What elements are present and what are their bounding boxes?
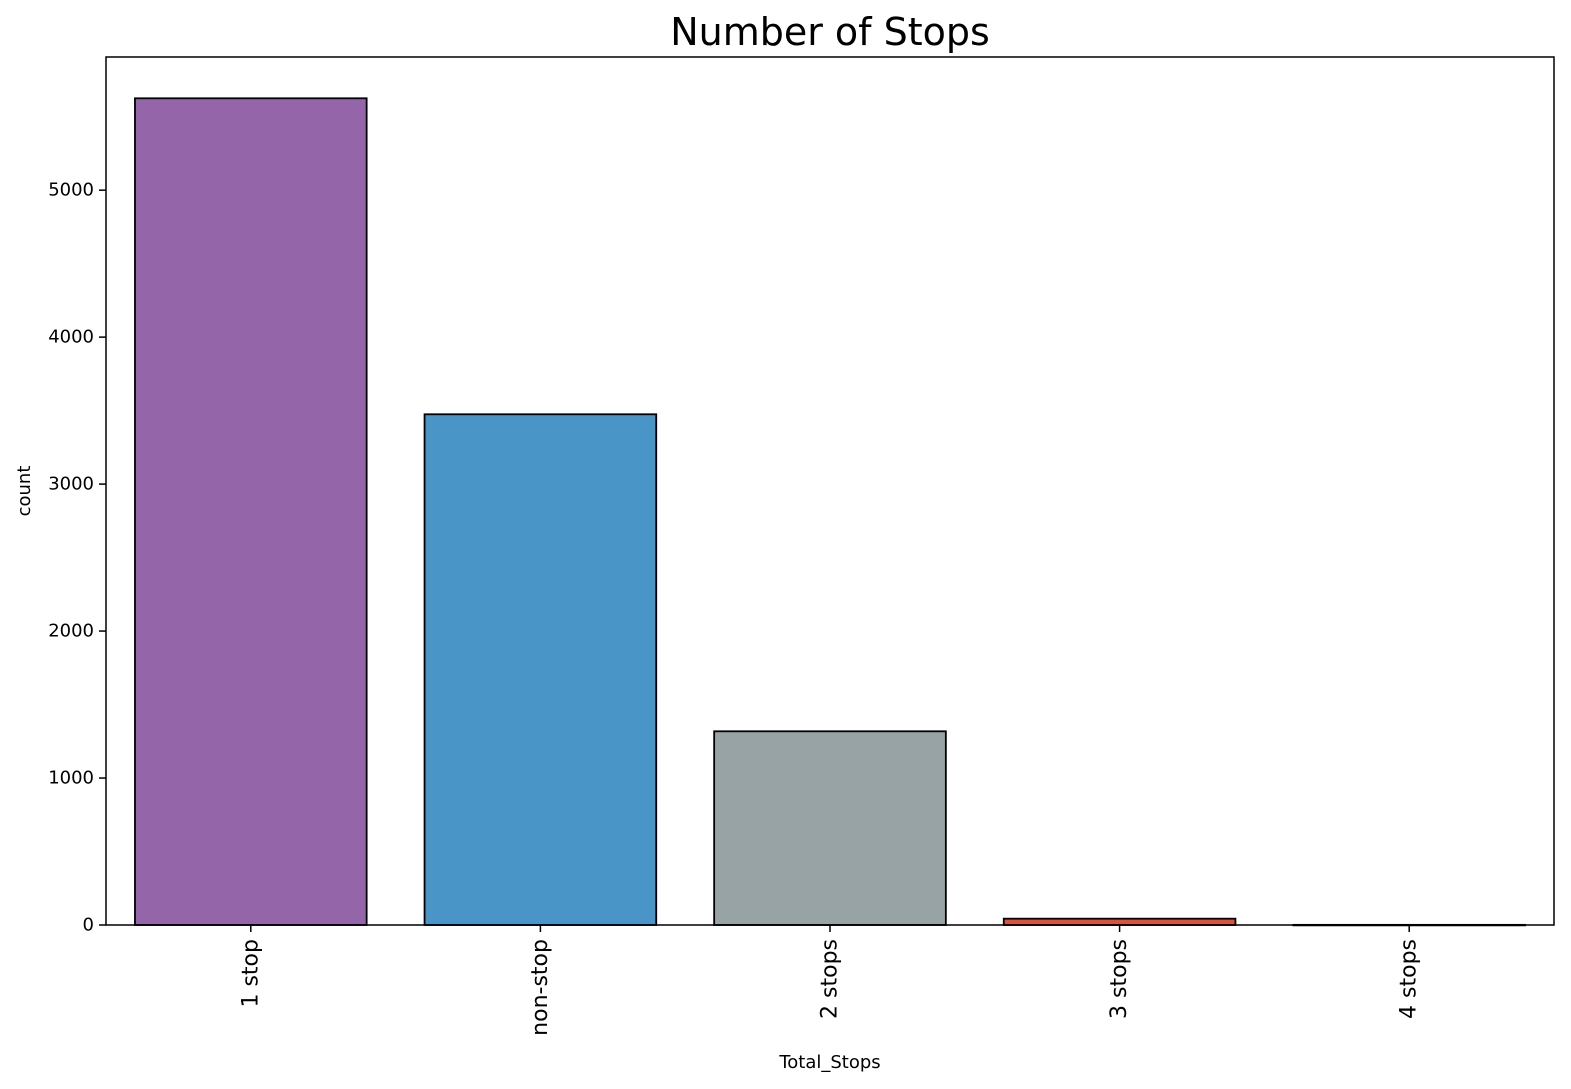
x-tick-label: 3 stops: [1107, 939, 1132, 1019]
y-tick-label: 3000: [48, 474, 94, 495]
chart-title: Number of Stops: [670, 10, 990, 54]
bar-2-stops: [713, 730, 947, 926]
bar-3-stops: [1002, 917, 1237, 926]
x-tick-label: non-stop: [528, 939, 553, 1036]
bar-1-stop: [134, 97, 368, 926]
y-axis-ticks: 0 1000 2000 3000 4000 5000: [48, 180, 106, 936]
y-tick-label: 4000: [48, 327, 94, 348]
y-tick-label: 5000: [48, 180, 94, 201]
x-axis-label: Total_Stops: [778, 1052, 880, 1073]
y-axis-label: count: [14, 466, 35, 517]
x-tick-label: 2 stops: [818, 939, 843, 1019]
x-axis-ticks: 1 stop non-stop 2 stops 3 stops 4 stops: [238, 925, 1422, 1036]
bars-group: [134, 97, 1526, 927]
plot-frame: [105, 56, 1555, 926]
y-tick-label: 2000: [48, 621, 94, 642]
y-tick-label: 0: [83, 915, 94, 936]
x-tick-label: 1 stop: [238, 939, 263, 1008]
y-tick-label: 1000: [48, 768, 94, 789]
bar-non-stop: [423, 413, 658, 926]
x-tick-label: 4 stops: [1397, 939, 1422, 1019]
